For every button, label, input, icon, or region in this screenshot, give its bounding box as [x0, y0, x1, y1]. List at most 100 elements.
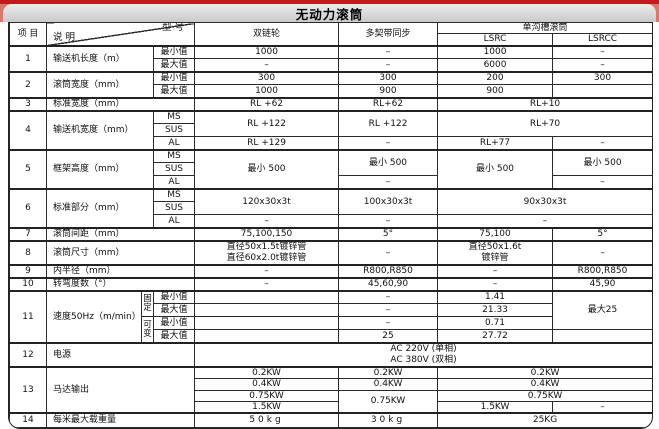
cell-r1-min-ds: 1000 [194, 44, 340, 60]
sub-label-variable: 可变 [141, 316, 154, 344]
cell-r11-varmin-mw: – [338, 316, 439, 331]
row-label-13: 马达输出 [45, 365, 196, 414]
header-lsrcc: LSRCC [552, 33, 652, 47]
cell-r3-sg: RL+10 [437, 96, 652, 112]
sub-label-sus: SUS [152, 123, 196, 138]
row-label-11: 速度50Hz（m/min） [46, 289, 142, 344]
cell-r1-min-lsrcc: – [552, 44, 652, 60]
row-label-8: 滚筒尺寸（mm） [45, 239, 196, 266]
header-model: 型 号 [161, 22, 185, 33]
sub-label-min: 最小值 [152, 70, 196, 86]
cell-r13-02-ds: 0.2KW [194, 365, 340, 380]
item-no-6: 6 [9, 187, 47, 229]
cell-r6-al-sg: – [437, 214, 652, 229]
title-band: 无动力滚筒 [3, 4, 656, 22]
cell-r5-lsrc: 最小 500 [437, 148, 554, 190]
cell-r10-lsrcc: 45,90 [552, 276, 652, 292]
cell-r7-lsrcc: 5° [552, 226, 652, 242]
item-no-3: 3 [9, 96, 47, 112]
cell-r2-min-lsrcc: 300 [552, 70, 652, 86]
row-label-4: 输送机宽度（mm） [46, 109, 154, 151]
item-no-10: 10 [9, 276, 47, 292]
cell-line: 直径50x1.6t [468, 242, 522, 253]
sub-label-sus: SUS [152, 201, 196, 216]
cell-r4-mssus-ds: RL +122 [194, 109, 340, 138]
cell-line: 直径60x2.0t镀锌管 [226, 252, 307, 263]
cell-line: 镀锌管 [481, 252, 509, 263]
cell-r13-075-sg: 0.75KW [437, 389, 652, 402]
cell-r11-fixedmin-mw: – [338, 289, 439, 305]
cell-r1-min-lsrc: 1000 [437, 44, 554, 60]
item-no-9: 9 [9, 263, 47, 279]
sub-label-min: 最小值 [152, 44, 196, 60]
item-no-7: 7 [9, 226, 47, 242]
cell-r7-ds: 75,100,150 [194, 226, 340, 242]
item-no-8: 8 [9, 239, 47, 266]
item-no-4: 4 [9, 109, 47, 151]
page-title: 无动力滚筒 [295, 6, 364, 22]
cell-r11-fixedmin-ds [194, 289, 340, 305]
sub-label-al: AL [152, 214, 196, 229]
sub-label-min: 最小值 [152, 316, 196, 331]
cell-r11-varmin-lsrc: 0.71 [437, 316, 554, 331]
cell-r2-max-mw: 900 [338, 84, 439, 99]
cell-r14-mw: 30kg [338, 412, 439, 428]
cell-r11-fixedmin-lsrc: 1.41 [437, 289, 554, 305]
row-label-5: 框架高度（mm） [46, 148, 154, 190]
cell-r9-mw: R800,R850 [338, 263, 439, 279]
row-label-6: 标准部分（mm） [46, 187, 154, 229]
item-no-13: 13 [9, 365, 47, 414]
header-item: 项 目 [9, 22, 47, 47]
header-double-sprocket: 双链轮 [194, 22, 340, 47]
cell-r12-power: AC 220V (单相) AC 380V (双相) [194, 341, 652, 368]
cell-r13-02-sg: 0.2KW [437, 365, 652, 380]
sub-label-min: 最小值 [152, 289, 196, 305]
cell-r13-15-ds: 1.5KW [194, 400, 340, 414]
cell-r13-04-sg: 0.4KW [437, 378, 652, 391]
cell-r7-lsrc: 75,100 [437, 226, 554, 242]
cell-r6-mssus-ds: 120x30x3t [194, 187, 340, 216]
page-header: 无动力滚筒 [0, 0, 659, 22]
cell-r4-al-lsrc: RL+77 [437, 136, 554, 151]
cell-r6-mssus-mw: 100x30x3t [338, 187, 439, 216]
cell-r6-al-mw: – [338, 214, 439, 229]
cell-r11-varmax-mw: 25 [338, 329, 439, 344]
sub-label-ms: MS [152, 148, 196, 164]
cell-r2-max-ds: 1000 [194, 84, 340, 99]
cell-r13-075-mw: 0.75KW [338, 389, 439, 414]
item-no-1: 1 [9, 44, 47, 73]
cell-r4-al-ds: RL +129 [194, 136, 340, 151]
row-label-14: 每米最大载重量 [45, 412, 196, 428]
cell-r11-varmax-lsrc: 27.72 [437, 329, 554, 344]
cell-r5-lsrcc: 最小 500 [552, 148, 652, 177]
cell-r1-max-lsrc: 6000 [437, 58, 554, 73]
row-label-12: 电源 [45, 341, 196, 368]
cell-r11-varmin-ds [194, 316, 340, 331]
cell-r1-min-mw: – [338, 44, 439, 60]
cell-r5-ds: 最小 500 [194, 148, 340, 190]
cell-r1-max-ds: – [194, 58, 340, 73]
sub-label-ms: MS [152, 187, 196, 203]
spec-table: 项 目 说 明 型 号 双链轮 多契带同步 单沟槽滚筒 LSRC LSRCC 1… [9, 22, 652, 428]
sub-label-fixed: 固定 [141, 289, 154, 318]
cell-r8-mw: – [338, 239, 439, 266]
cell-r2-min-ds: 300 [194, 70, 340, 86]
header-diagonal-cell: 说 明 型 号 [45, 22, 196, 47]
cell-r14-ds: 50kg [194, 412, 340, 428]
cell-r3-ds: RL +62 [194, 96, 340, 112]
header-single-groove: 单沟槽滚筒 [437, 22, 652, 35]
cell-r11-fixedmax-mw: – [338, 303, 439, 318]
sub-label-al: AL [152, 175, 196, 190]
sub-label-max: 最大值 [152, 303, 196, 318]
cell-r6-al-ds: – [194, 214, 340, 229]
cell-r2-max-lsrc: 900 [437, 84, 554, 99]
red-accent-bar [0, 0, 659, 4]
cell-r4-al-mw: – [338, 136, 439, 151]
sub-label-ms: MS [152, 109, 196, 125]
cell-r11-fixedmax-lsrc: 21.33 [437, 303, 554, 318]
sub-label-sus: SUS [152, 162, 196, 177]
row-label-9: 内半径（mm） [45, 263, 196, 279]
cell-r8-ds: 直径50x1.5t镀锌管 直径60x2.0t镀锌管 [194, 239, 340, 266]
cell-r6-mssus-sg: 90x30x3t [437, 187, 652, 216]
cell-line: AC 380V (双相) [390, 354, 457, 365]
